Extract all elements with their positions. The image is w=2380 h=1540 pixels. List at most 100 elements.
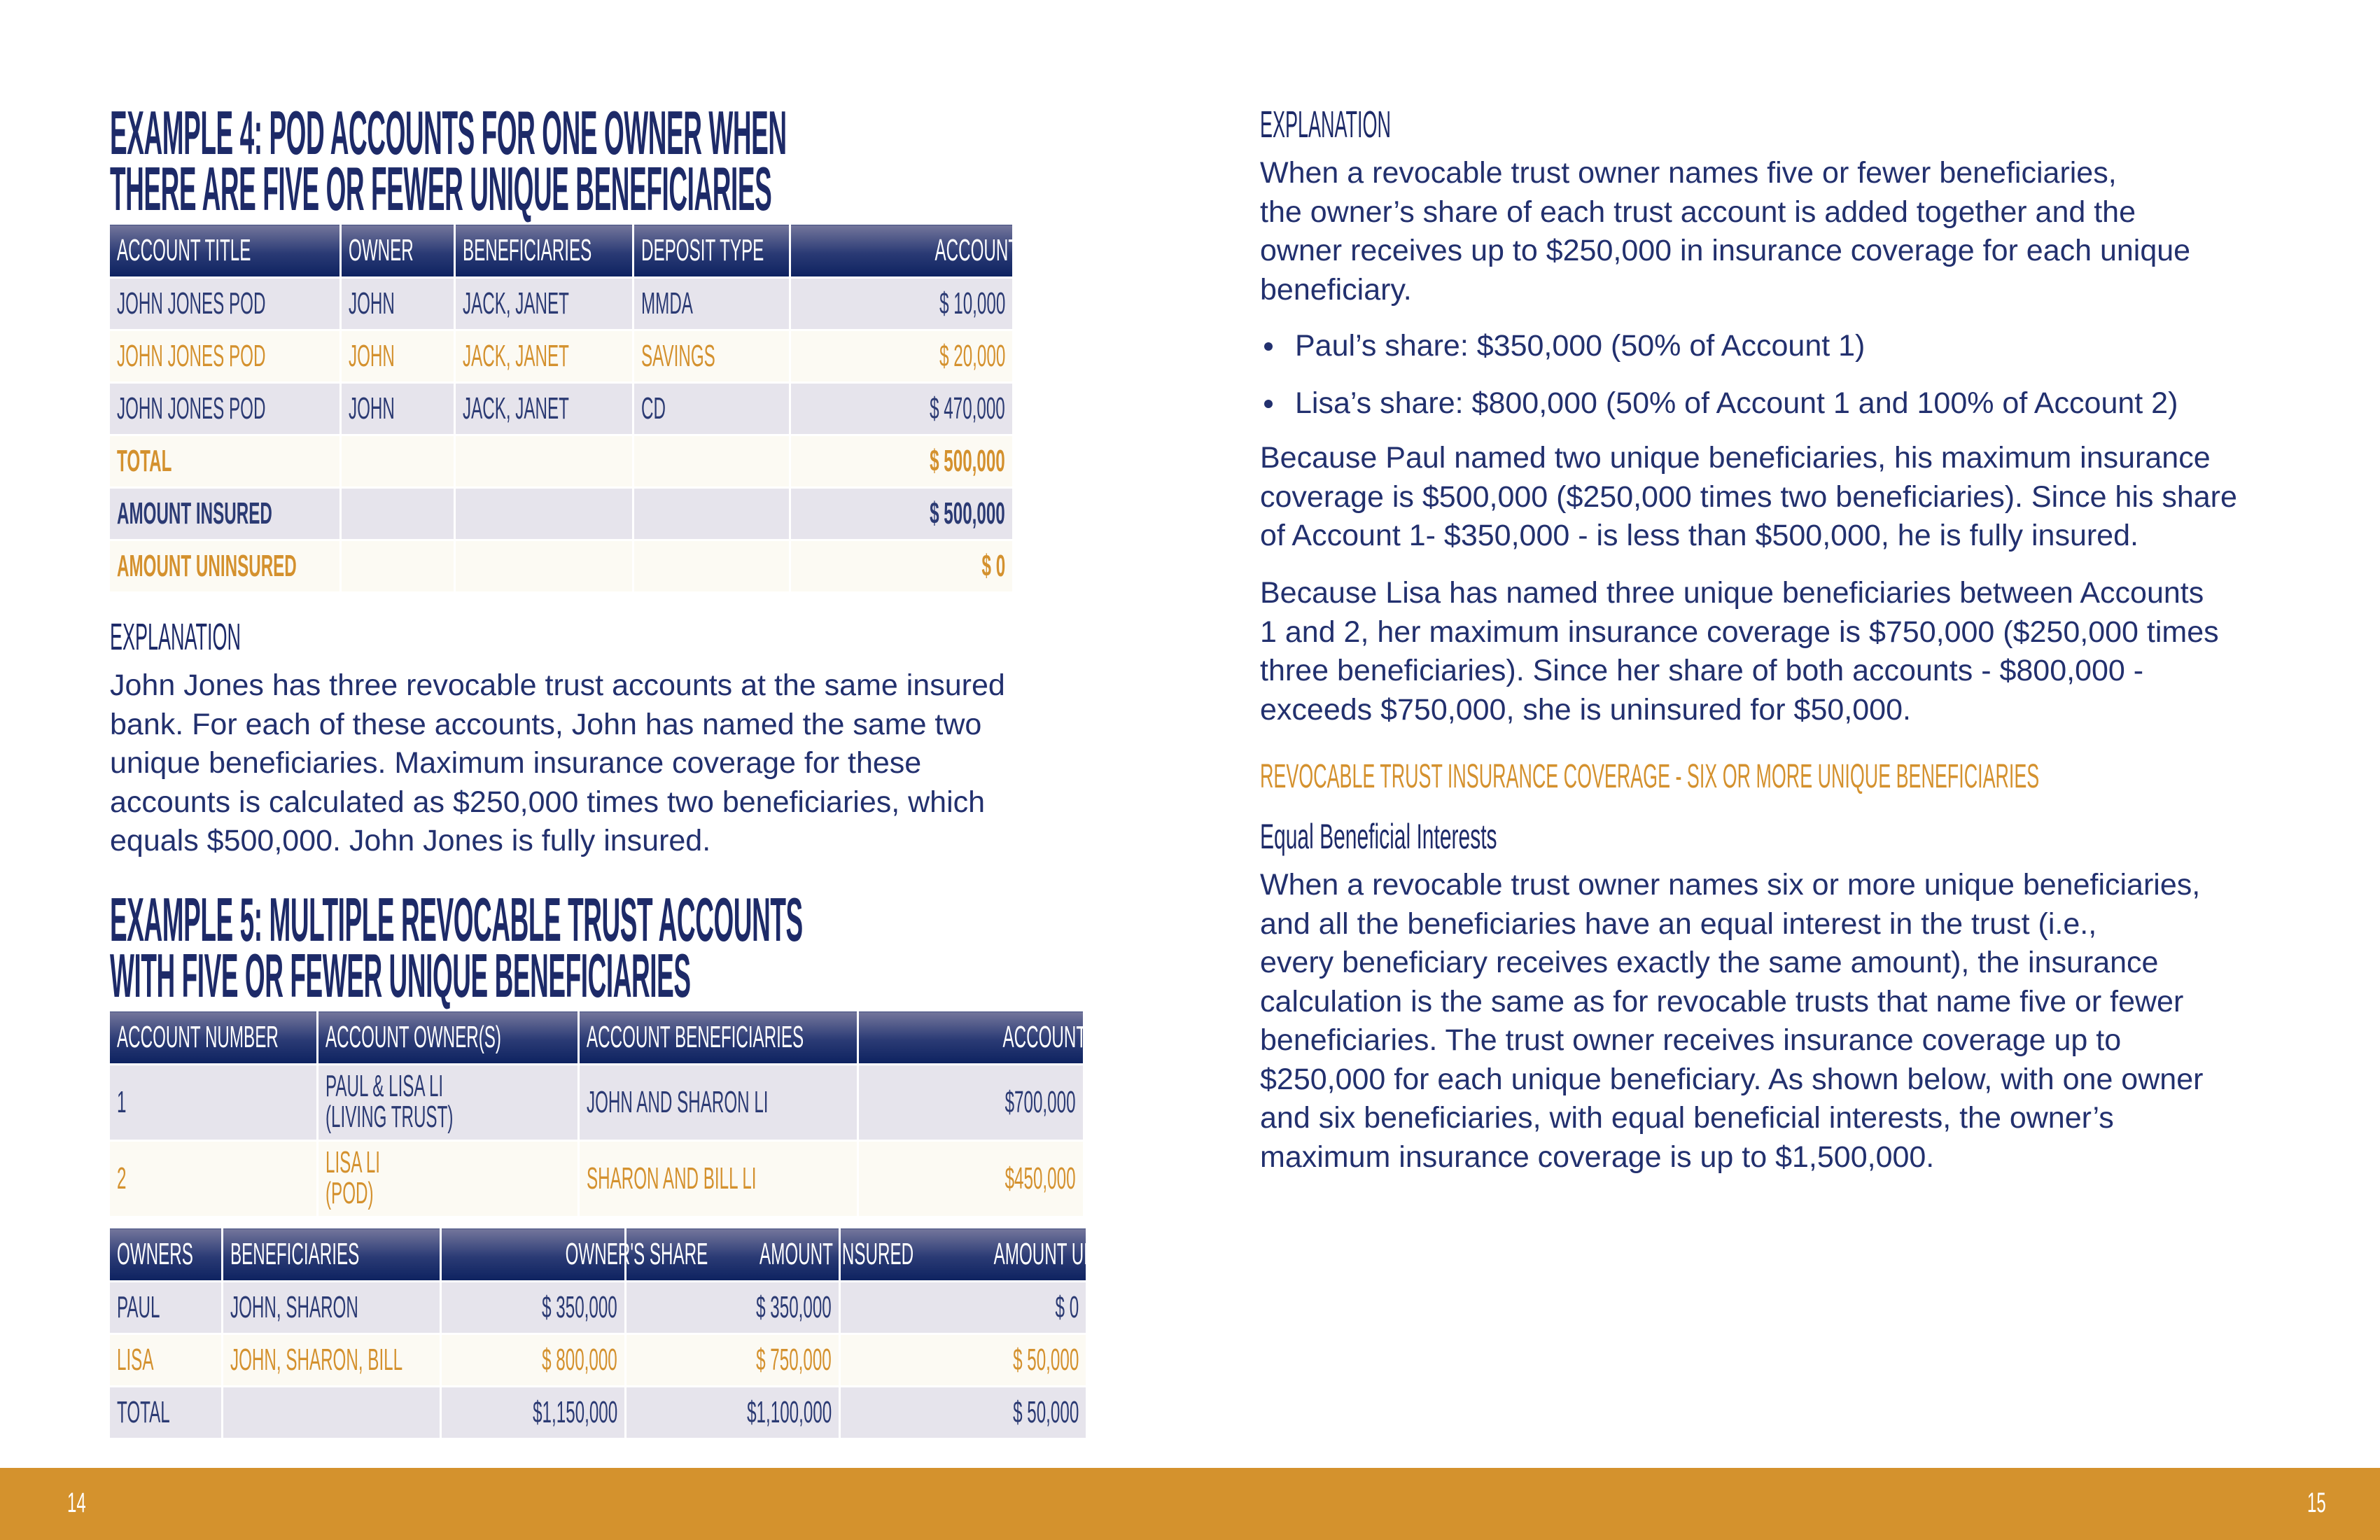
- text-line: $250,000 for each unique beneficiary. As…: [1260, 1062, 2204, 1096]
- text-line: beneficiaries. The trust owner receives …: [1260, 1023, 2122, 1057]
- column-header: ACCOUNT BALANCE: [789, 223, 1102, 279]
- table-cell: $ 800,000: [440, 1333, 626, 1387]
- table-row: AMOUNT INSURED $ 500,000: [108, 486, 1014, 541]
- table-row: LISA JOHN, SHARON, BILL $ 800,000 $ 750,000…: [108, 1333, 1088, 1387]
- text-line: every beneficiary receives exactly the s…: [1260, 946, 2159, 979]
- table-cell: $450,000: [857, 1140, 1085, 1218]
- column-header: BENEFICIARIES: [454, 223, 634, 279]
- table-cell: AMOUNT UNINSURED: [108, 539, 342, 594]
- table-row: 1 PAUL & LISA LI (LIVING TRUST) JOHN AND SH…: [108, 1063, 1085, 1142]
- table-row: PAUL JOHN, SHARON $ 350,000 $ 350,000 $ 0: [108, 1280, 1088, 1335]
- table-cell: [632, 486, 791, 541]
- example5-accounts-table: ACCOUNT NUMBER ACCOUNT OWNER(S) ACCOUNT BE…: [108, 1009, 1170, 1218]
- table-cell: SAVINGS: [632, 329, 791, 384]
- table-cell: SHARON AND BILL LI: [578, 1140, 859, 1218]
- page-number-left: 14: [67, 1488, 86, 1518]
- right-paragraph-2: Because Paul named two unique beneficiar…: [1260, 439, 2237, 556]
- table-cell: $ 10,000: [789, 276, 1014, 331]
- text-line: accounts is calculated as $250,000 times…: [110, 785, 986, 819]
- table-cell: JOHN AND SHARON LI: [578, 1063, 859, 1142]
- table-row: JOHN JONES POD JOHN JACK, JANET MMDA $ 10,00…: [108, 276, 1014, 331]
- table-cell: [454, 539, 634, 594]
- table-cell: TOTAL: [108, 1385, 223, 1440]
- table-cell: [340, 434, 456, 489]
- table-row: 2 LISA LI (POD) SHARON AND BILL LI $450,000: [108, 1140, 1085, 1218]
- column-header: AMOUNT UNINSURED: [839, 1226, 1172, 1282]
- section-heading: REVOCABLE TRUST INSURANCE COVERAGE - SIX…: [1260, 758, 2040, 795]
- table-cell: $1,100,000: [624, 1385, 841, 1440]
- right-paragraph-1: When a revocable trust owner names five …: [1260, 154, 2190, 309]
- explanation-heading-left: EXPLANATION: [110, 616, 241, 658]
- right-paragraph-3: Because Lisa has named three unique bene…: [1260, 574, 2219, 729]
- title-line: EXAMPLE 5: MULTIPLE REVOCABLE TRUST ACCO…: [110, 885, 803, 954]
- table-cell: PAUL & LISA LI (LIVING TRUST): [316, 1063, 580, 1142]
- table-cell: $1,150,000: [440, 1385, 626, 1440]
- table-cell: $ 350,000: [440, 1280, 626, 1335]
- column-header: AMOUNT INSURED: [624, 1226, 913, 1282]
- text-line: John Jones has three revocable trust acc…: [110, 668, 1005, 702]
- table-cell: JOHN: [340, 276, 456, 331]
- table-cell: $700,000: [857, 1063, 1085, 1142]
- text-line: Because Lisa has named three unique bene…: [1260, 576, 2204, 610]
- column-header: ACCOUNT NUMBER: [108, 1009, 318, 1065]
- bullet-list: Paul’s share: $350,000 (50% of Account 1…: [1260, 327, 2178, 441]
- table-cell: JOHN JONES POD: [108, 276, 342, 331]
- table-cell: $ 500,000: [789, 486, 1014, 541]
- text-line: exceeds $750,000, she is uninsured for $…: [1260, 692, 1911, 727]
- table-row: AMOUNT UNINSURED $ 0: [108, 539, 1014, 594]
- table-cell: [454, 434, 634, 489]
- table-cell: JOHN: [340, 382, 456, 436]
- text-line: beneficiary.: [1260, 272, 1412, 307]
- table-cell: JOHN JONES POD: [108, 329, 342, 384]
- title-line: WITH FIVE OR FEWER UNIQUE BENEFICIARIES: [110, 941, 691, 1010]
- table-header-row: ACCOUNT TITLE OWNER BENEFICIARIES DEPOSIT T…: [108, 223, 1102, 279]
- table-cell: JACK, JANET: [454, 382, 634, 436]
- text-line: and six beneficiaries, with equal benefi…: [1260, 1101, 2114, 1135]
- explanation-paragraph-left: John Jones has three revocable trust acc…: [110, 666, 1005, 861]
- table-header-row: OWNERS BENEFICIARIES OWNER'S SHARE AMOUNT I…: [108, 1226, 1172, 1282]
- bullet-item: Lisa’s share: $800,000 (50% of Account 1…: [1260, 384, 2178, 424]
- table-cell: LISA: [108, 1333, 223, 1387]
- text-line: of Account 1- $350,000 - is less than $5…: [1260, 519, 2138, 552]
- bullet-item: Paul’s share: $350,000 (50% of Account 1…: [1260, 327, 2178, 366]
- text-line: maximum insurance coverage is up to $1,5…: [1260, 1140, 1935, 1174]
- column-header: DEPOSIT TYPE: [632, 223, 791, 279]
- text-line: When a revocable trust owner names six o…: [1260, 868, 2201, 902]
- text-line: the owner’s share of each trust account …: [1260, 195, 2136, 229]
- table-cell: [454, 486, 634, 541]
- table-cell: [221, 1385, 442, 1440]
- table-header-row: ACCOUNT NUMBER ACCOUNT OWNER(S) ACCOUNT BE…: [108, 1009, 1170, 1065]
- text-line: three beneficiaries). Since her share of…: [1260, 654, 2144, 687]
- column-header: ACCOUNT TITLE: [108, 223, 342, 279]
- page-number-right: 15: [2306, 1488, 2326, 1518]
- table-cell: [340, 539, 456, 594]
- table-cell: 1: [108, 1063, 318, 1142]
- table-cell: $ 0: [839, 1280, 1088, 1335]
- explanation-heading-right: EXPLANATION: [1260, 104, 1392, 146]
- footer-bar: 14 15: [0, 1468, 2380, 1540]
- table-cell: JOHN: [340, 329, 456, 384]
- text-line: coverage is $500,000 ($250,000 times two…: [1260, 479, 2237, 514]
- table-cell: JACK, JANET: [454, 329, 634, 384]
- table-cell: $ 350,000: [624, 1280, 841, 1335]
- text-line: When a revocable trust owner names five …: [1260, 156, 2117, 190]
- example4-title: EXAMPLE 4: POD ACCOUNTS FOR ONE OWNER WH…: [110, 98, 1721, 220]
- subheading: Equal Beneficial Interests: [1260, 817, 1497, 856]
- example4-table: ACCOUNT TITLE OWNER BENEFICIARIES DEPOSIT T…: [108, 223, 1102, 594]
- text-line: equals $500,000. John Jones is fully ins…: [110, 824, 711, 858]
- table-cell: CD: [632, 382, 791, 436]
- column-header: ACCOUNT OWNER(S): [316, 1009, 580, 1065]
- table-cell: $ 20,000: [789, 329, 1014, 384]
- table-cell: [632, 539, 791, 594]
- column-header: OWNER'S SHARE: [440, 1226, 708, 1282]
- table-cell: 2: [108, 1140, 318, 1218]
- table-row: JOHN JONES POD JOHN JACK, JANET CD $ 470,000: [108, 382, 1014, 436]
- table-cell: JACK, JANET: [454, 276, 634, 331]
- right-paragraph-4: When a revocable trust owner names six o…: [1260, 866, 2203, 1177]
- text-line: owner receives up to $250,000 in insuran…: [1260, 234, 2191, 267]
- table-cell: $ 470,000: [789, 382, 1014, 436]
- text-line: unique beneficiaries. Maximum insurance …: [110, 746, 922, 780]
- title-line: EXAMPLE 4: POD ACCOUNTS FOR ONE OWNER WH…: [110, 98, 787, 167]
- table-cell: $ 750,000: [624, 1333, 841, 1387]
- table-row: TOTAL $ 500,000: [108, 434, 1014, 489]
